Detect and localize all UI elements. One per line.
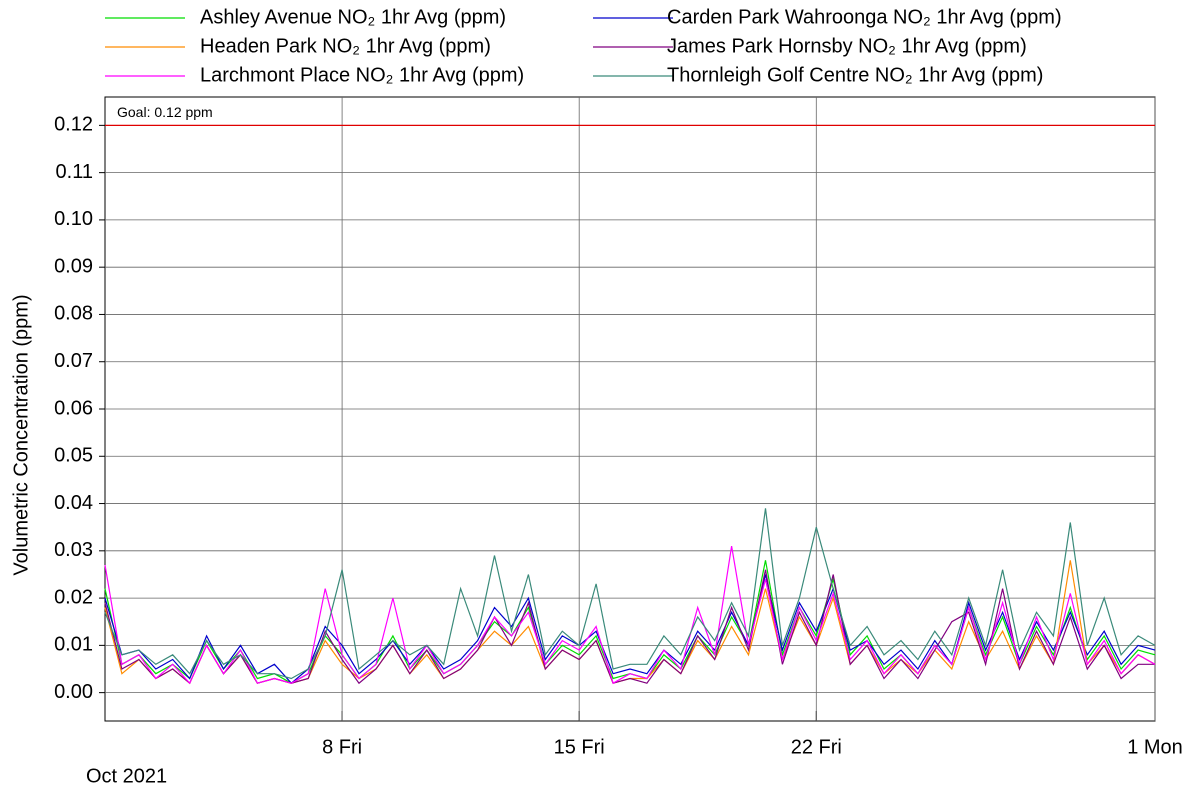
- series-line: [104, 545, 1156, 685]
- y-axis-label: Volumetric Concentration (ppm): [10, 294, 32, 575]
- legend-label: Ashley Avenue NO₂ 1hr Avg (ppm): [200, 6, 506, 28]
- x-tick-label: 22 Fri: [791, 736, 842, 758]
- y-tick-label: 0.05: [54, 445, 93, 467]
- x-tick-label: 8 Fri: [322, 736, 362, 758]
- x-sublabel: Oct 2021: [86, 765, 167, 787]
- legend-label: Headen Park NO₂ 1hr Avg (ppm): [200, 35, 491, 57]
- series-line: [104, 574, 1156, 685]
- y-tick-label: 0.07: [54, 350, 93, 372]
- y-tick-label: 0.03: [54, 539, 93, 561]
- legend-label: James Park Hornsby NO₂ 1hr Avg (ppm): [667, 35, 1027, 57]
- legend-label: Carden Park Wahroonga NO₂ 1hr Avg (ppm): [667, 6, 1062, 28]
- y-tick-label: 0.11: [56, 161, 93, 183]
- y-tick-label: 0.09: [54, 255, 93, 277]
- y-tick-label: 0.04: [54, 492, 93, 514]
- legend-label: Thornleigh Golf Centre NO₂ 1hr Avg (ppm): [667, 64, 1043, 86]
- y-tick-label: 0.10: [54, 208, 93, 230]
- series-line: [104, 508, 1156, 680]
- x-tick-label: 15 Fri: [554, 736, 605, 758]
- legend-label: Larchmont Place NO₂ 1hr Avg (ppm): [200, 64, 524, 86]
- y-tick-label: 0.02: [54, 586, 93, 608]
- y-tick-label: 0.12: [54, 114, 93, 136]
- x-tick-label: 1 Mon: [1127, 736, 1183, 758]
- y-tick-label: 0.01: [54, 634, 93, 656]
- y-tick-label: 0.00: [54, 681, 93, 703]
- y-tick-label: 0.08: [54, 303, 93, 325]
- y-tick-label: 0.06: [54, 397, 93, 419]
- goal-label: Goal: 0.12 ppm: [117, 104, 213, 120]
